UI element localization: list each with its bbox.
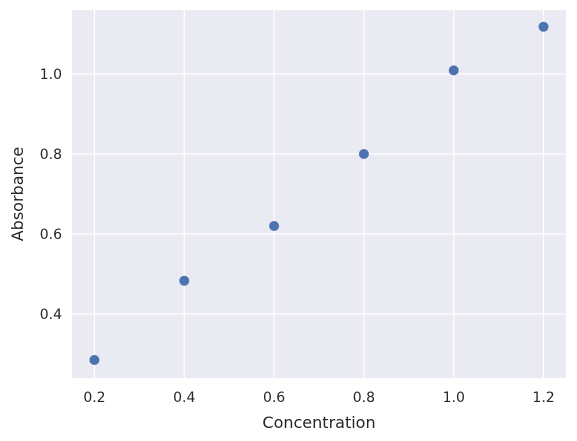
plot-background (72, 10, 566, 378)
x-tick-label: 0.4 (173, 390, 195, 406)
data-point (538, 21, 549, 32)
data-point (269, 221, 280, 231)
x-tick-labels: 0.2 0.4 0.6 0.8 1.0 1.2 (83, 390, 554, 406)
data-point (358, 149, 369, 159)
data-point (89, 355, 100, 365)
y-tick-label: 0.8 (40, 147, 62, 163)
y-tick-label: 1.0 (40, 67, 62, 83)
x-tick-label: 1.0 (443, 390, 465, 406)
y-tick-label: 0.6 (40, 227, 62, 243)
x-tick-label: 1.2 (532, 390, 554, 406)
y-tick-label: 0.4 (40, 307, 62, 323)
x-tick-label: 0.8 (353, 390, 375, 406)
data-point (448, 65, 459, 76)
x-tick-label: 0.6 (263, 390, 285, 406)
y-tick-labels: 0.4 0.6 0.8 1.0 (40, 67, 62, 323)
y-gridlines (72, 73, 566, 315)
data-points (89, 21, 549, 365)
y-axis-label: Absorbance (8, 147, 27, 242)
data-point (179, 275, 190, 286)
x-axis-label: Concentration (262, 413, 375, 432)
x-tick-label: 0.2 (83, 390, 105, 406)
